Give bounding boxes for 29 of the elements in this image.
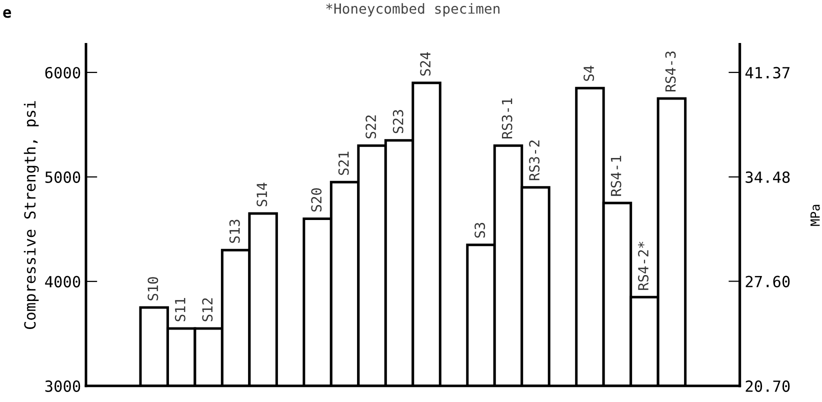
x-tick-label: S21	[338, 152, 349, 175]
x-tick-label: S14	[256, 182, 268, 206]
x-tick-label: RS3-2	[529, 140, 540, 180]
y-tick-label: 6000	[45, 66, 80, 78]
y-axis-title: Compressive Strength, psi	[24, 101, 39, 330]
y2-tick-label: 41.37	[745, 66, 790, 78]
text: e	[3, 9, 12, 18]
y-tick-label: 5000	[45, 171, 80, 183]
x-tick-label: S23	[392, 110, 404, 134]
x-tick-label: S22	[366, 115, 376, 138]
x-tick-label: RS4-1	[610, 156, 622, 196]
y2-tick-label: 34.48	[746, 171, 790, 183]
y2-tick-label: 20.70	[746, 380, 790, 392]
x-tick-label: S4	[584, 66, 594, 81]
chart-subtitle: *Honeycombed specimen	[326, 3, 500, 17]
y-tick-label: 4000	[45, 276, 80, 288]
x-tick-label: RS4-2*	[638, 242, 649, 290]
y-tick-label: 3000	[45, 380, 80, 392]
y2-tick-label: 27.60	[746, 276, 790, 288]
x-tick-label: S11	[174, 298, 186, 322]
x-tick-label: S20	[311, 188, 322, 212]
x-tick-label: S12	[202, 298, 213, 322]
x-tick-label: S24	[420, 52, 431, 76]
x-tick-label: S13	[229, 220, 240, 243]
x-tick-label: S10	[148, 277, 158, 300]
x-tick-label: RS4-3	[665, 52, 676, 92]
y2-axis-title: MPa	[810, 204, 820, 226]
x-tick-label: RS3-1	[502, 98, 512, 138]
x-tick-label: S3	[474, 222, 486, 238]
